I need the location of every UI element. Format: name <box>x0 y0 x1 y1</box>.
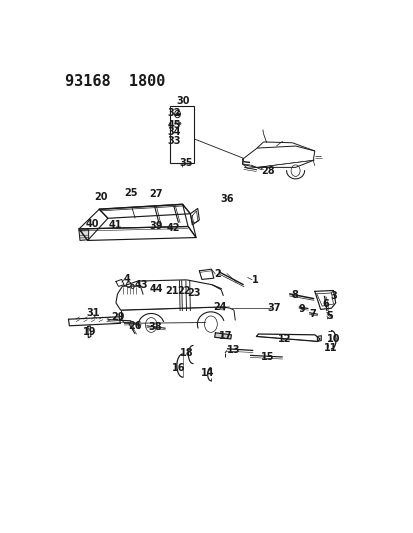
Text: 44: 44 <box>149 284 162 294</box>
Text: 8: 8 <box>290 290 297 301</box>
Text: 28: 28 <box>261 166 275 176</box>
Text: 31: 31 <box>86 308 100 318</box>
Text: 18: 18 <box>180 348 194 358</box>
Text: 27: 27 <box>149 189 163 199</box>
Text: 21: 21 <box>165 286 178 296</box>
Text: 41: 41 <box>108 220 121 230</box>
Text: 32: 32 <box>167 108 180 118</box>
Text: 24: 24 <box>213 302 226 312</box>
Polygon shape <box>314 290 335 309</box>
Text: 4: 4 <box>123 274 130 284</box>
Polygon shape <box>214 333 231 339</box>
Text: 3: 3 <box>330 291 337 301</box>
Polygon shape <box>79 230 88 240</box>
Bar <box>170 106 193 163</box>
Text: 39: 39 <box>149 222 162 231</box>
Text: 2: 2 <box>214 269 221 279</box>
Text: 23: 23 <box>187 288 200 297</box>
Polygon shape <box>199 269 213 279</box>
Text: 29: 29 <box>112 312 125 322</box>
Polygon shape <box>79 209 108 240</box>
Text: 37: 37 <box>267 303 280 313</box>
Text: 9: 9 <box>298 304 305 313</box>
Text: 12: 12 <box>277 334 290 344</box>
Text: 42: 42 <box>166 223 180 233</box>
Text: 11: 11 <box>323 343 337 353</box>
Text: 7: 7 <box>308 309 315 319</box>
Text: 20: 20 <box>95 192 108 202</box>
Text: 30: 30 <box>176 96 190 106</box>
Text: 43: 43 <box>134 280 147 290</box>
Text: 16: 16 <box>172 364 185 374</box>
Polygon shape <box>79 227 196 240</box>
Text: 1: 1 <box>252 275 259 285</box>
Text: 15: 15 <box>260 352 274 362</box>
Text: 19: 19 <box>83 327 96 336</box>
Text: 45: 45 <box>167 120 180 130</box>
Text: 25: 25 <box>124 188 138 198</box>
Polygon shape <box>182 204 196 238</box>
Text: 17: 17 <box>219 330 232 341</box>
Text: 26: 26 <box>128 321 141 331</box>
Text: 14: 14 <box>201 368 214 378</box>
Text: 13: 13 <box>226 345 240 356</box>
Text: 33: 33 <box>167 136 180 146</box>
Text: 35: 35 <box>179 158 192 168</box>
Text: 93168  1800: 93168 1800 <box>64 74 164 89</box>
Polygon shape <box>99 204 190 219</box>
Text: 36: 36 <box>220 193 234 204</box>
Polygon shape <box>256 334 319 342</box>
Polygon shape <box>116 279 123 286</box>
Polygon shape <box>68 317 120 326</box>
Text: 40: 40 <box>85 219 99 229</box>
Text: 6: 6 <box>322 300 329 310</box>
Text: 5: 5 <box>325 311 332 321</box>
Text: 38: 38 <box>148 321 161 332</box>
Text: 22: 22 <box>177 286 190 296</box>
Polygon shape <box>190 208 199 225</box>
Text: 10: 10 <box>326 334 339 344</box>
Text: 34: 34 <box>167 127 180 138</box>
